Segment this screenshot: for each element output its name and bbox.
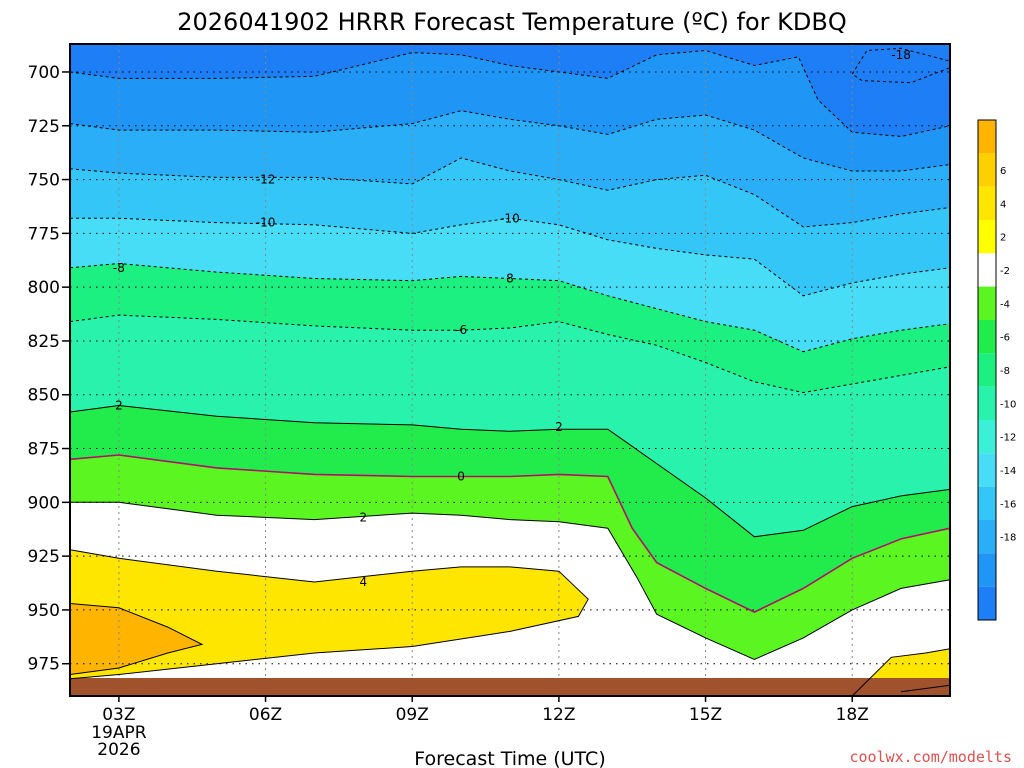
colorbar-label: 2 (1000, 233, 1006, 244)
band-fill (852, 48, 950, 83)
colorbar-label: 4 (1000, 199, 1006, 210)
contour-line (69, 157, 951, 228)
y-tick-label: 975 (28, 655, 60, 675)
colorbar-swatch (978, 553, 996, 587)
colorbar-label: -14 (1000, 466, 1016, 477)
colorbar-swatch (978, 286, 996, 320)
y-tick-label: 850 (28, 386, 60, 406)
x-tick-label: 18Z (836, 705, 869, 725)
colorbar-swatch (978, 320, 996, 354)
colorbar-label: -4 (1000, 299, 1010, 310)
colorbar-swatch (978, 220, 996, 254)
x-tick-sublabel: 19APR (91, 723, 147, 743)
colorbar-label: -2 (1000, 266, 1010, 277)
y-tick-label: 875 (28, 440, 60, 460)
y-axis: 700 725 750 775 800 825 850 875 900 925 950 975 (28, 63, 70, 675)
colorbar-swatch (978, 186, 996, 220)
colorbar-label: -6 (1000, 333, 1010, 344)
colorbar-label: -12 (1000, 433, 1016, 444)
contour-label: 0 (457, 470, 465, 484)
x-tick-label: 09Z (396, 705, 429, 725)
band-fill (70, 263, 950, 393)
contour-label: -10 (500, 211, 520, 225)
contour-line (69, 314, 951, 394)
y-tick-label: 725 (28, 117, 60, 137)
contour-label: 2 (360, 510, 368, 524)
y-tick-label: 750 (28, 171, 60, 191)
y-tick-label: 825 (28, 332, 60, 352)
contour-label: -18 (891, 48, 911, 62)
chart-title: 2026041902 HRRR Forecast Temperature (ºC… (177, 8, 847, 36)
colorbar-swatch (978, 353, 996, 387)
x-tick-sublabel: 2026 (97, 740, 140, 760)
contour-line (69, 49, 951, 138)
contour-line (851, 648, 951, 697)
colorbar-swatch (978, 420, 996, 454)
contour-label: -12 (256, 173, 276, 187)
contour-line (70, 217, 951, 297)
contour-label: 2 (555, 420, 563, 434)
contour-line (69, 549, 589, 680)
contour-label: -10 (256, 216, 276, 230)
colorbar-swatch (978, 120, 996, 154)
credit-text: coolwx.com/modelts (849, 748, 1012, 766)
contour-line (69, 262, 951, 353)
contour-line (70, 501, 951, 660)
x-tick-label: 15Z (689, 705, 722, 725)
colorbar-label: -18 (1000, 533, 1016, 544)
colorbar-swatch (978, 153, 996, 187)
x-tick-label: 06Z (249, 705, 282, 725)
colorbar: 6 4 2 -2 -4 -6 -8 -10 -12 -14 -16 -18 (977, 119, 1016, 621)
x-tick-label: 03Z (102, 705, 135, 725)
band-fill (70, 549, 589, 679)
colorbar-label: -16 (1000, 499, 1016, 510)
contour-label: -8 (113, 261, 125, 275)
contour-label: 8 (506, 272, 514, 286)
colorbar-swatch (978, 386, 996, 420)
y-tick-label: 925 (28, 547, 60, 567)
colorbar-label: -10 (1000, 399, 1016, 410)
y-tick-label: 700 (28, 63, 60, 83)
contours: -18 -12 -10 -10 -8 8 -6 2 2 0 2 4 (69, 48, 951, 697)
colorbar-swatch (978, 586, 996, 620)
contour-label: 2 (115, 399, 123, 413)
y-tick-label: 775 (28, 224, 60, 244)
contour-line (69, 404, 951, 538)
contour-label: 4 (360, 575, 368, 589)
colorbar-label: 6 (1000, 166, 1006, 177)
colorbar-swatch (978, 520, 996, 554)
contour-line (901, 684, 951, 693)
contour-line (69, 603, 204, 675)
band-fill (70, 603, 202, 675)
ground-band (70, 678, 950, 696)
y-tick-label: 900 (28, 493, 60, 513)
colorbar-swatch (978, 486, 996, 520)
colorbar-frame (977, 119, 997, 621)
contour-line (69, 454, 951, 613)
y-tick-label: 950 (28, 601, 60, 621)
plot-area (70, 44, 950, 696)
contour-label: -6 (455, 323, 467, 337)
colorbar-swatch (978, 253, 996, 287)
plot-frame (69, 43, 951, 697)
y-tick-label: 800 (28, 278, 60, 298)
colorbar-label: -8 (1000, 366, 1010, 377)
grid (70, 44, 950, 678)
colorbar-swatch (978, 453, 996, 487)
contour-line (69, 110, 951, 172)
x-axis-label: Forecast Time (UTC) (414, 748, 605, 768)
x-tick-label: 12Z (542, 705, 575, 725)
